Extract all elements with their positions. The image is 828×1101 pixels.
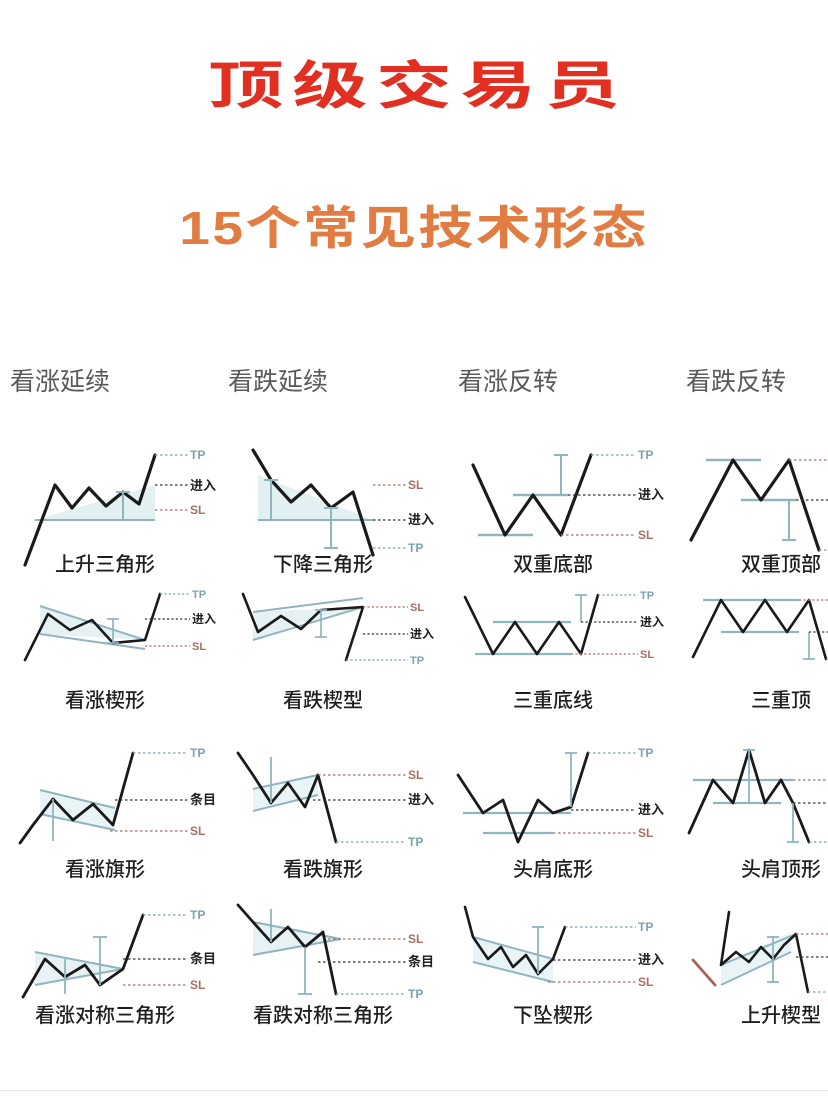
svg-text:SL: SL <box>190 824 205 838</box>
svg-text:SL: SL <box>190 503 205 517</box>
svg-text:进入: 进入 <box>638 802 664 817</box>
svg-text:进入: 进入 <box>638 952 664 967</box>
svg-text:SL: SL <box>638 975 653 989</box>
svg-text:进入: 进入 <box>190 478 216 493</box>
svg-text:条目: 条目 <box>408 954 434 969</box>
svg-text:SL: SL <box>190 978 205 992</box>
svg-text:SL: SL <box>640 649 654 661</box>
svg-text:进入: 进入 <box>408 512 434 527</box>
svg-text:进入: 进入 <box>410 627 434 641</box>
svg-text:SL: SL <box>638 528 653 542</box>
svg-text:进入: 进入 <box>408 792 434 807</box>
svg-text:SL: SL <box>192 641 206 653</box>
svg-text:TP: TP <box>192 589 206 601</box>
svg-text:SL: SL <box>638 826 653 840</box>
svg-text:TP: TP <box>638 448 653 462</box>
svg-text:条目: 条目 <box>190 951 216 966</box>
svg-text:SL: SL <box>408 768 423 782</box>
svg-text:进入: 进入 <box>640 615 664 629</box>
svg-text:SL: SL <box>408 932 423 946</box>
svg-text:进入: 进入 <box>192 612 216 626</box>
svg-text:TP: TP <box>640 590 654 602</box>
svg-text:TP: TP <box>638 920 653 934</box>
svg-text:条目: 条目 <box>190 792 216 807</box>
svg-text:SL: SL <box>410 602 424 614</box>
svg-text:SL: SL <box>408 478 423 492</box>
svg-text:TP: TP <box>190 746 205 760</box>
svg-text:进入: 进入 <box>638 487 664 502</box>
svg-text:TP: TP <box>638 746 653 760</box>
svg-text:TP: TP <box>190 448 205 462</box>
svg-text:TP: TP <box>408 835 423 849</box>
svg-text:TP: TP <box>190 908 205 922</box>
svg-text:TP: TP <box>410 655 424 667</box>
